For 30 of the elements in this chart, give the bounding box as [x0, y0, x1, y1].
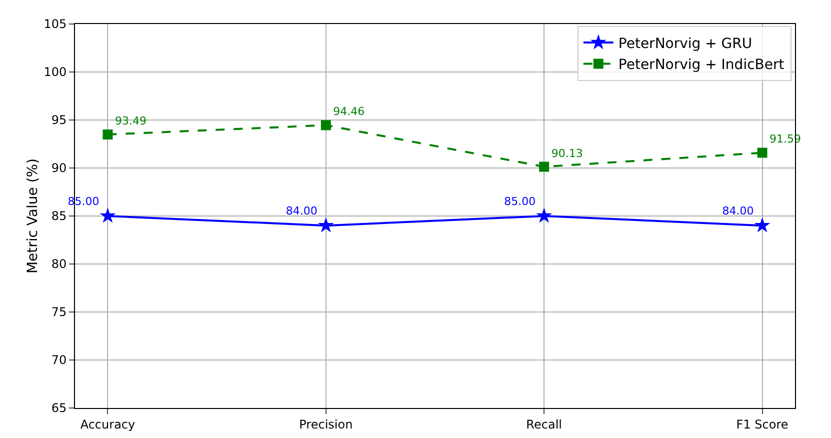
- y-tick-label: 105: [44, 17, 67, 32]
- data-label: 84.00: [722, 204, 754, 218]
- x-tick-label: Accuracy: [80, 417, 136, 432]
- y-tick-label: 90: [51, 161, 67, 176]
- point: [539, 162, 550, 172]
- point: [536, 208, 552, 223]
- legend-label: PeterNorvig + GRU: [618, 36, 752, 52]
- data-label: 94.46: [333, 105, 365, 118]
- legend-label: PeterNorvig + IndicBert: [618, 57, 785, 74]
- point: [318, 217, 334, 232]
- point: [320, 120, 331, 130]
- y-tick-label: 80: [51, 257, 67, 272]
- data-label: 85.00: [504, 194, 536, 208]
- data-label: 93.49: [114, 114, 146, 128]
- x-tick-label: F1 Score: [736, 417, 788, 432]
- data-label: 90.13: [551, 146, 583, 160]
- point: [102, 130, 113, 140]
- y-tick-label: 85: [51, 209, 67, 224]
- data-label: 84.00: [286, 204, 318, 218]
- x-tick-label: Recall: [526, 417, 562, 432]
- y-tick-label: 65: [51, 401, 67, 416]
- y-axis-title: Metric Value (%): [25, 158, 41, 274]
- point: [757, 148, 768, 158]
- y-tick-label: 100: [44, 65, 67, 80]
- y-tick-label: 70: [51, 353, 67, 368]
- x-tick-label: Precision: [299, 417, 353, 432]
- point: [100, 208, 116, 223]
- y-tick-label: 95: [51, 113, 67, 128]
- point: [754, 217, 770, 232]
- y-tick-label: 75: [51, 305, 67, 320]
